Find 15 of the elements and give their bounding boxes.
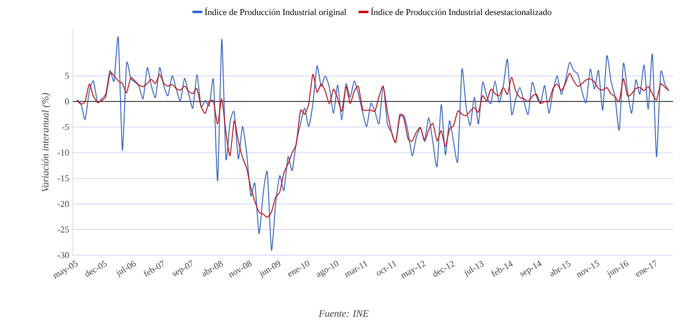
y-tick-label: -30 <box>58 252 69 258</box>
line-series <box>76 72 670 218</box>
y-tick-label: -20 <box>58 200 69 207</box>
line-series <box>76 36 670 250</box>
y-tick-label: -15 <box>58 175 69 182</box>
y-axis-title: Variación interanual (%) <box>42 92 51 192</box>
y-tick-label: 5 <box>65 72 69 79</box>
source-note: Fuente: INE <box>318 310 369 317</box>
x-tick-label: oct-11 <box>376 260 397 276</box>
legend-label: Índice de Producción Industrial original <box>204 7 346 17</box>
y-tick-label: -25 <box>58 226 69 232</box>
y-tick-label: 0 <box>65 98 69 104</box>
y-tick-label: -10 <box>58 149 69 156</box>
legend-label: Índice de Producción Industrial desestacionalizado <box>371 7 552 15</box>
y-tick-label: -5 <box>62 124 69 130</box>
